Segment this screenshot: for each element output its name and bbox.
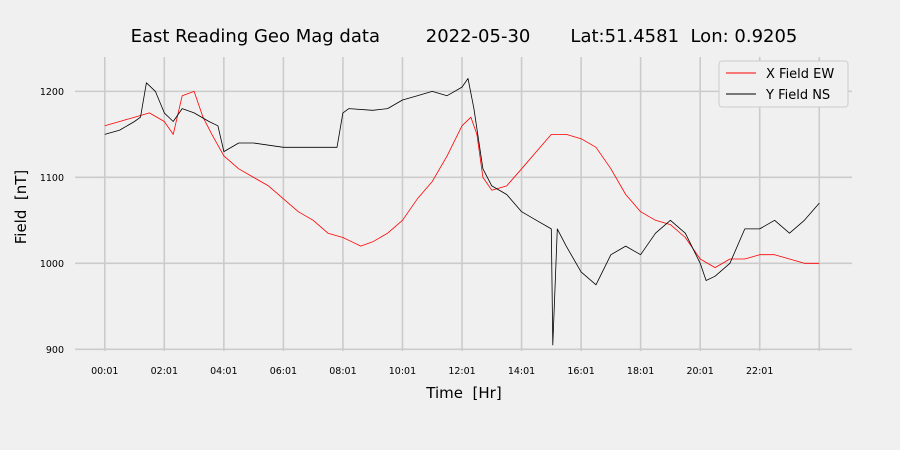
x-tick-label: 22:01 [746, 366, 773, 377]
y-axis-label: Field [nT] [12, 170, 30, 245]
x-tick-labels: 00:01 02:01 04:01 06:01 08:01 10:01 12:01 14:01… [91, 366, 773, 377]
legend-label-y-field: Y Field NS [765, 88, 830, 103]
legend-label-x-field: X Field EW [766, 67, 834, 82]
x-tick-label: 02:01 [151, 366, 178, 377]
x-tick-label: 04:01 [210, 366, 237, 377]
x-tick-label: 18:01 [627, 366, 654, 377]
series-lines [104, 78, 820, 346]
x-tick-label: 10:01 [389, 366, 416, 377]
series-x-field-ew-line [104, 91, 820, 269]
x-axis-label: Time [Hr] [425, 384, 501, 402]
y-tick-label: 1000 [40, 259, 64, 270]
y-tick-label: 1100 [40, 173, 64, 184]
legend-box [718, 60, 849, 108]
x-tick-label: 06:01 [270, 366, 297, 377]
legend: X Field EW Y Field NS [718, 60, 849, 108]
y-tick-label: 900 [46, 345, 64, 356]
y-tick-labels: 900 1000 1100 1200 [40, 87, 64, 356]
y-tick-label: 1200 [40, 87, 64, 98]
x-tick-label: 14:01 [508, 366, 535, 377]
x-tick-label: 08:01 [329, 366, 356, 377]
x-tick-label: 00:01 [91, 366, 118, 377]
grid-lines [75, 57, 852, 351]
chart-title: East Reading Geo Mag data 2022-05-30 Lat… [131, 26, 798, 47]
series-y-field-ns-line [104, 78, 820, 346]
x-tick-label: 16:01 [567, 366, 594, 377]
x-tick-label: 20:01 [686, 366, 713, 377]
x-tick-label: 12:01 [448, 366, 475, 377]
